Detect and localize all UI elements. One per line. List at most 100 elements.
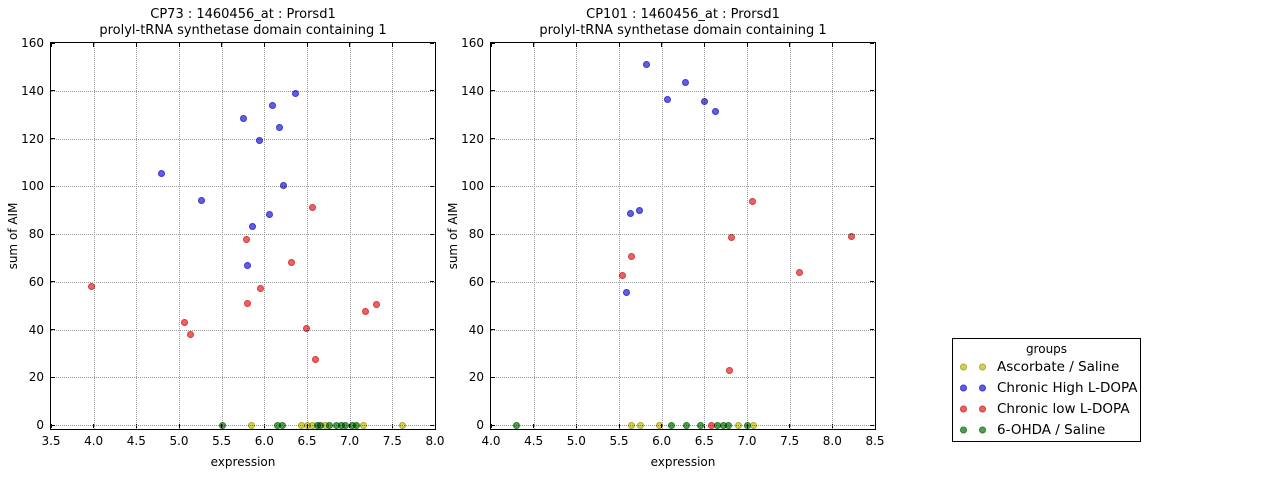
data-point <box>743 421 751 429</box>
gridline <box>491 138 875 140</box>
data-point <box>749 198 757 206</box>
tick-mark <box>874 424 876 428</box>
gridline <box>491 281 875 283</box>
gridline <box>51 329 435 331</box>
data-point <box>655 421 663 429</box>
tick-mark <box>135 424 137 428</box>
y-tick-label: 80 <box>28 227 44 241</box>
data-point <box>667 421 675 429</box>
tick-mark <box>703 424 705 428</box>
x-tick-label: 4.0 <box>84 434 104 448</box>
data-point <box>288 259 296 267</box>
data-point <box>180 318 188 326</box>
plot-title-line2: prolyl-tRNA synthetase domain containing… <box>99 23 387 39</box>
tick-mark <box>870 138 874 139</box>
tick-mark <box>430 138 434 139</box>
tick-mark <box>870 424 874 426</box>
plot-title-line1: CP101 : 1460456_at : Prorsd1 <box>586 7 780 23</box>
data-point <box>302 324 310 332</box>
tick-mark <box>50 424 52 428</box>
tick-mark <box>870 376 874 378</box>
y-tick-label: 120 <box>461 131 484 146</box>
data-point <box>187 330 195 338</box>
data-point <box>700 97 708 105</box>
legend-item: Ascorbate / Saline <box>953 357 1140 377</box>
tick-mark <box>434 424 436 428</box>
data-point <box>248 223 256 231</box>
y-tick-label: 0 <box>36 418 44 432</box>
tick-mark <box>51 42 55 44</box>
gridline <box>491 90 875 92</box>
data-point <box>268 101 276 109</box>
tick-mark <box>51 424 55 426</box>
tick-mark <box>51 90 55 92</box>
x-tick-label: 6.5 <box>694 434 714 448</box>
legend-item-label: 6-OHDA / Saline <box>997 422 1106 438</box>
data-point <box>278 421 286 429</box>
tick-mark <box>831 43 833 47</box>
plot-title-line2: prolyl-tRNA synthetase domain containing… <box>539 23 827 39</box>
gridline <box>619 43 620 429</box>
y-tick-label: 0 <box>476 418 484 432</box>
gridline <box>349 43 351 429</box>
tick-mark <box>93 424 95 428</box>
tick-mark <box>870 233 874 235</box>
gridline <box>661 43 663 429</box>
data-point <box>847 232 855 240</box>
data-point <box>243 261 251 269</box>
data-point <box>628 421 636 429</box>
data-point <box>279 181 287 189</box>
tick-mark <box>533 43 535 47</box>
legend-marker-icon <box>979 426 986 434</box>
x-tick-label: 4.0 <box>481 434 501 448</box>
data-point <box>627 210 635 218</box>
y-tick-label: 80 <box>468 227 484 241</box>
gridline <box>264 43 266 429</box>
tick-mark <box>93 43 95 47</box>
data-point <box>724 421 732 429</box>
tick-mark <box>491 138 495 139</box>
tick-mark <box>490 43 492 47</box>
data-point <box>309 204 317 212</box>
tick-mark <box>870 185 874 187</box>
data-point <box>628 253 636 261</box>
gridline <box>576 43 578 429</box>
tick-mark <box>870 281 874 283</box>
legend-marker-icon <box>960 363 967 371</box>
data-point <box>312 355 320 363</box>
tick-mark <box>51 233 55 235</box>
tick-mark <box>870 90 874 92</box>
data-point <box>373 300 381 308</box>
x-axis-label: expression <box>210 455 276 469</box>
x-tick-label: 8.0 <box>822 434 842 448</box>
gridline <box>93 43 95 429</box>
x-tick-label: 5.0 <box>169 434 189 448</box>
data-point <box>255 137 263 145</box>
data-point <box>725 366 733 374</box>
data-point <box>728 234 736 242</box>
tick-mark <box>491 233 495 235</box>
tick-mark <box>874 43 876 47</box>
legend-marker-icon <box>979 405 986 413</box>
data-point <box>257 285 265 293</box>
y-tick-label: 60 <box>468 274 484 289</box>
tick-mark <box>51 329 55 330</box>
tick-mark <box>430 185 434 187</box>
gridline <box>533 43 535 429</box>
legend-marker-icon <box>960 426 967 434</box>
y-tick-label: 140 <box>21 83 44 98</box>
data-point <box>734 421 742 429</box>
x-axis-label: expression <box>650 455 716 469</box>
data-point <box>750 421 758 429</box>
tick-mark <box>434 43 436 47</box>
gridline <box>51 234 435 235</box>
x-tick-label: 3.5 <box>41 434 61 448</box>
x-tick-label: 4.5 <box>524 434 544 448</box>
gridline <box>704 43 706 429</box>
tick-mark <box>430 424 434 426</box>
tick-mark <box>178 424 180 428</box>
y-tick-label: 40 <box>28 322 44 337</box>
tick-mark <box>618 43 620 47</box>
x-tick-label: 8.5 <box>865 434 885 448</box>
data-point <box>711 107 719 115</box>
